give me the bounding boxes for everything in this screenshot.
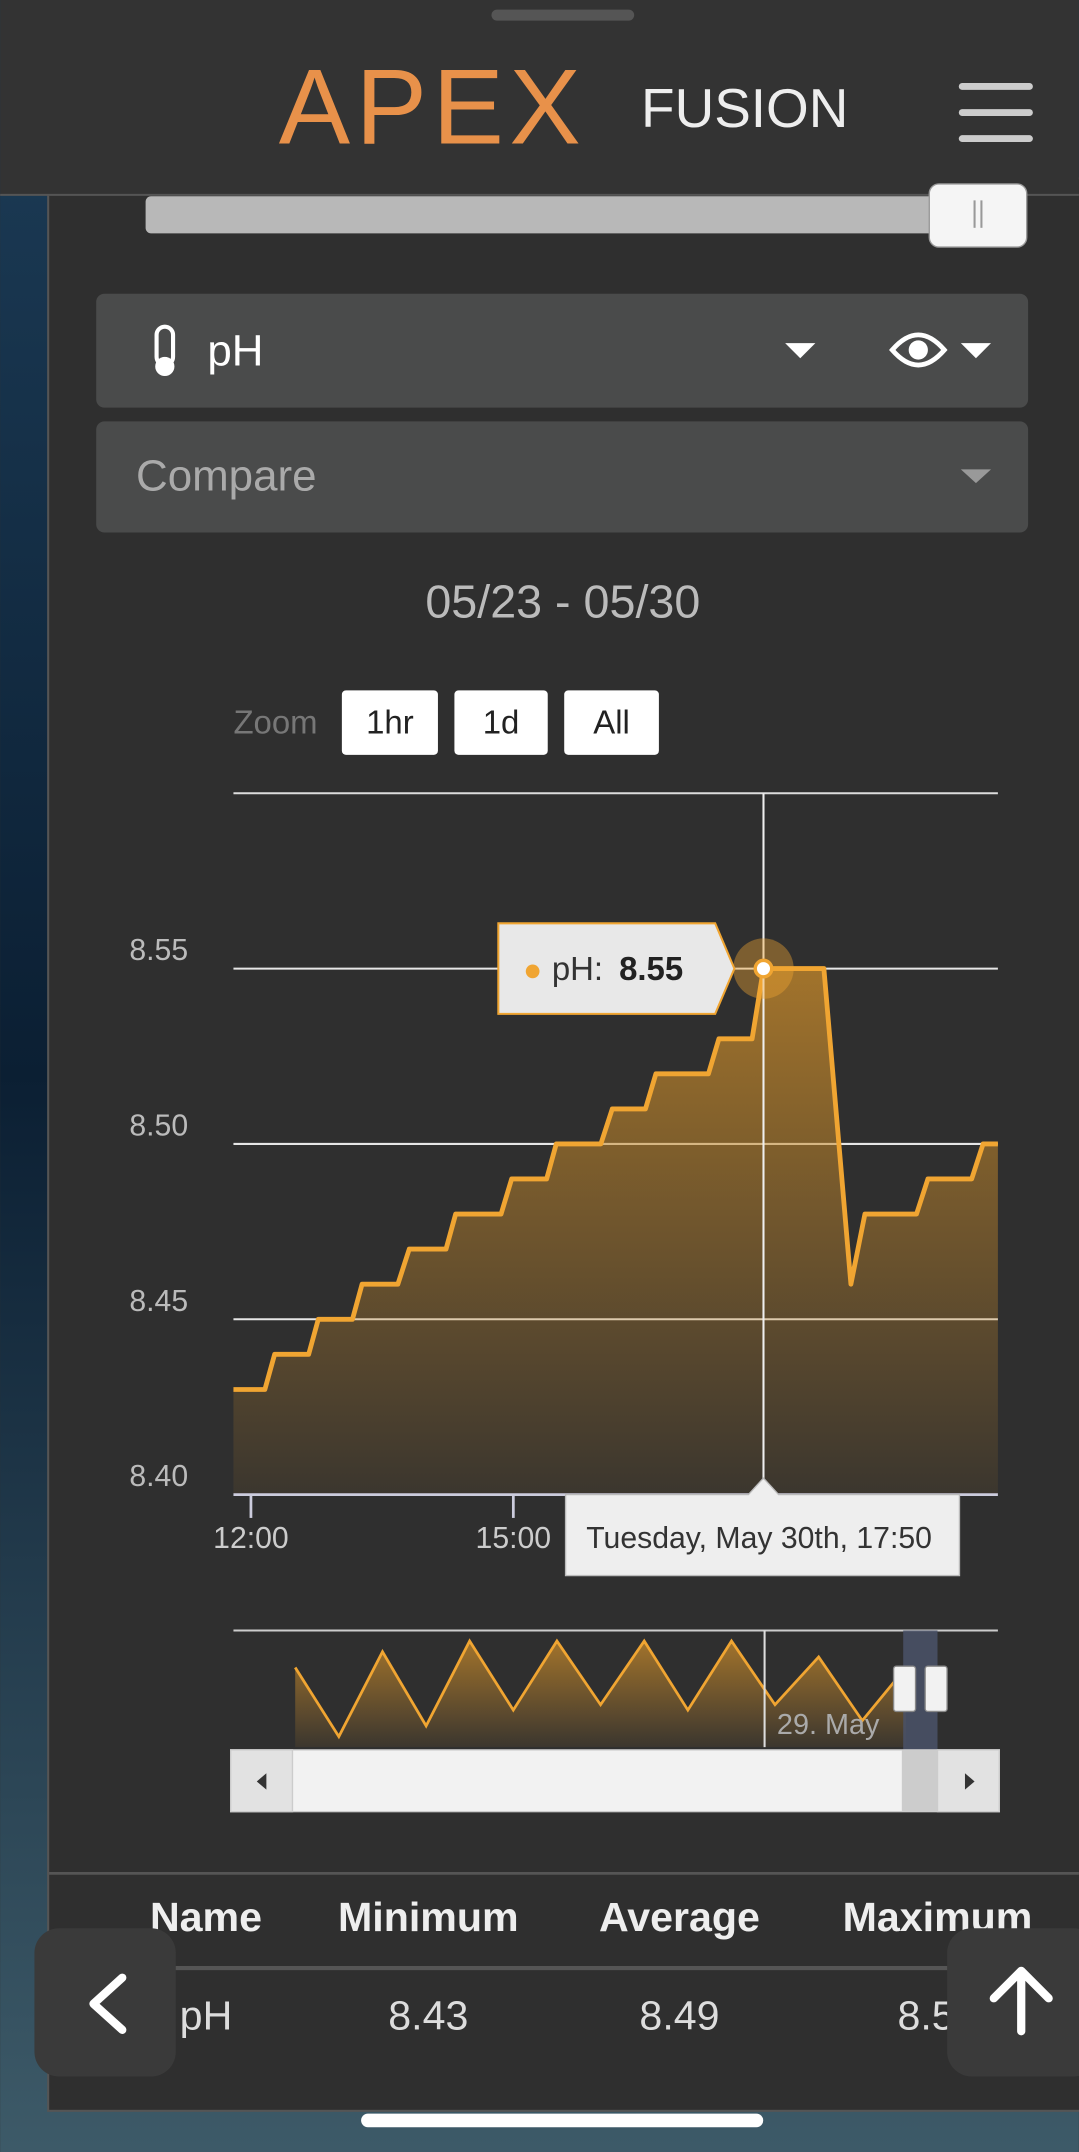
date-range: 05/23 - 05/30 (425, 576, 700, 628)
tooltip-box (497, 922, 736, 1015)
zoom-button-label: 1hr (366, 703, 414, 740)
dropdown-caret (785, 343, 816, 359)
scrollbar-track[interactable] (230, 1749, 1000, 1813)
tooltip-series: pH: (552, 950, 603, 987)
y-tick-label: 8.55 (129, 934, 188, 967)
sensor-dropdown[interactable] (96, 293, 1029, 408)
home-indicator (361, 2113, 764, 2128)
column-header: Average (599, 1894, 760, 1940)
navigator-area (295, 1641, 906, 1748)
navigator-label: 29. May (777, 1709, 880, 1741)
slider-track[interactable] (145, 196, 1024, 234)
compare-label: Compare (136, 452, 317, 501)
logo-sub: FUSION (641, 77, 848, 139)
scrollbar-thumb[interactable] (901, 1749, 938, 1812)
y-tick-label: 8.45 (129, 1285, 188, 1318)
date-tooltip-box (564, 1477, 961, 1577)
navigator-line (294, 1638, 908, 1740)
x-tick-label: 15:00 (476, 1522, 552, 1555)
table-cell: 8.43 (388, 1993, 468, 2039)
chart: 1hr 1d All 8.40 8.45 8.50 8.55 12:00 15:00 pH: 8.5… (129, 690, 1000, 1813)
compare-dropdown[interactable] (96, 421, 1029, 533)
y-tick-label: 8.50 (129, 1109, 188, 1142)
thermometer-icon (155, 356, 175, 377)
y-tick-label: 8.40 (129, 1460, 188, 1493)
logo-main: APEX (279, 47, 587, 167)
tooltip-dot (525, 964, 540, 979)
zoom-button-label: All (593, 703, 630, 740)
back-icon (89, 1973, 127, 2034)
column-header: Minimum (338, 1894, 519, 1940)
table-cell: 8.49 (639, 1993, 719, 2039)
zoom-button[interactable] (341, 690, 438, 755)
series-line (233, 966, 998, 1392)
table-cell: pH (180, 1993, 233, 2039)
zoom-button[interactable] (564, 690, 659, 755)
header (0, 0, 1079, 195)
date-tooltip: Tuesday, May 30th, 17:50 (586, 1522, 932, 1555)
tooltip-value: 8.55 (619, 950, 683, 987)
drag-handle (491, 9, 635, 21)
zoom-button[interactable] (454, 690, 548, 755)
up-icon (989, 1966, 1053, 2036)
scroll-left-arrow (256, 1773, 267, 1790)
x-tick-label: 12:00 (213, 1522, 289, 1555)
back-button[interactable] (34, 1928, 176, 2077)
navigator-handle[interactable] (892, 1665, 917, 1713)
slider-thumb[interactable] (928, 183, 1028, 248)
sensor-label: pH (207, 327, 263, 376)
series-area (233, 968, 998, 1495)
column-header: Name (150, 1894, 262, 1940)
zoom-button-label: 1d (483, 703, 520, 740)
visibility-toggle[interactable] (889, 332, 992, 368)
scroll-right-arrow (964, 1773, 975, 1790)
dropdown-caret (960, 469, 992, 484)
zoom-label: Zoom (233, 703, 317, 740)
menu-button[interactable] (958, 83, 1033, 143)
hover-point (753, 958, 774, 979)
scroll-top-button[interactable] (947, 1928, 1079, 2077)
navigator-handle[interactable] (924, 1665, 948, 1713)
